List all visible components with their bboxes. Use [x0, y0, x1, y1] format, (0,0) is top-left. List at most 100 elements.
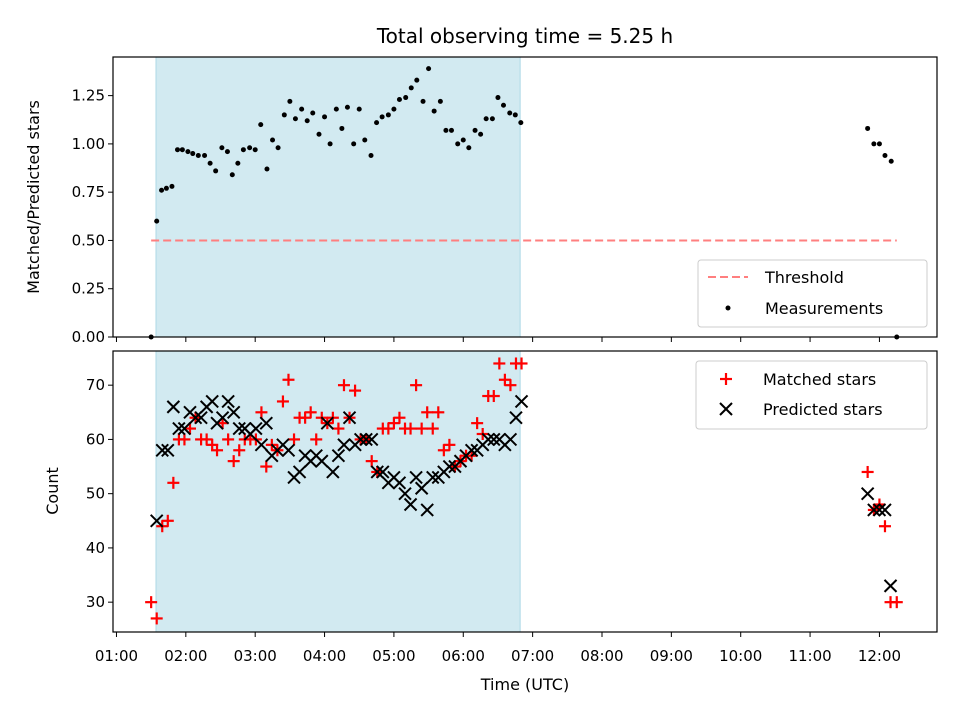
predicted-stars-point	[232, 421, 246, 436]
predicted-stars-point	[481, 432, 495, 447]
matched-stars-point	[861, 465, 874, 478]
predicted-stars-point	[420, 503, 434, 517]
measurement-point	[154, 218, 160, 224]
matched-stars-point	[337, 379, 350, 392]
predicted-stars-point	[249, 421, 263, 436]
predicted-marker-stroke	[226, 405, 241, 420]
matched-stars-point	[178, 433, 191, 446]
measurement-point	[478, 131, 484, 137]
measurement-point	[207, 160, 213, 166]
measurement-point	[396, 96, 402, 102]
measurement-point	[362, 137, 368, 143]
matched-stars-point	[200, 433, 213, 446]
predicted-stars-point	[172, 421, 186, 436]
measurement-point	[865, 125, 871, 131]
x-tick-label: 07:00	[511, 647, 554, 665]
bottom-legend-box	[695, 360, 928, 430]
predicted-stars-point	[353, 432, 368, 447]
predicted-stars-point	[514, 394, 529, 409]
predicted-stars-point	[320, 416, 335, 430]
measurement-point	[385, 112, 391, 118]
predicted-marker-stroke	[177, 421, 192, 436]
measurement-point	[316, 131, 322, 137]
measurement-point	[213, 168, 219, 174]
predicted-stars-point	[867, 503, 881, 517]
predicted-stars-point	[254, 438, 269, 452]
matched-stars-point	[471, 417, 484, 430]
matched-stars-point	[276, 395, 289, 408]
measurement-point	[518, 120, 524, 126]
measurement-point	[252, 147, 258, 153]
predicted-marker-stroke	[398, 486, 412, 501]
predicted-marker-stroke	[331, 448, 346, 463]
predicted-marker-stroke	[254, 438, 269, 452]
measurement-point	[304, 118, 310, 124]
measurement-point	[195, 152, 201, 158]
x-tick-label: 01:00	[95, 647, 138, 665]
matched-stars-point	[349, 384, 362, 397]
matched-stars-point	[404, 422, 417, 435]
predicted-marker-stroke	[392, 476, 407, 490]
measurement-point	[374, 120, 380, 126]
chart-title: Total observing time = 5.25 h	[376, 24, 673, 48]
predicted-stars-legend-swatch	[719, 402, 733, 416]
predicted-marker-stroke	[420, 503, 434, 517]
y-tick-label: 30	[86, 593, 105, 611]
measurement-point	[483, 116, 489, 122]
predicted-stars-point	[281, 443, 296, 457]
measurement-point	[448, 127, 454, 133]
predicted-stars-point	[392, 476, 407, 490]
measurement-point	[403, 95, 409, 101]
x-tick-label: 05:00	[372, 647, 415, 665]
measurement-point	[408, 85, 414, 91]
predicted-marker-stroke	[194, 411, 208, 425]
predicted-stars-series	[149, 394, 898, 593]
predicted-stars-point	[509, 411, 523, 425]
predicted-marker-stroke	[426, 470, 440, 485]
matched-stars-point	[222, 433, 235, 446]
measurement-point	[500, 102, 506, 108]
top-legend-box	[697, 259, 928, 328]
matched-stars-point	[299, 411, 312, 424]
top-panel-frame	[112, 56, 938, 338]
measurement-point	[391, 106, 397, 112]
predicted-stars-point	[878, 503, 892, 517]
predicted-marker-stroke	[403, 497, 418, 512]
predicted-marker-stroke	[414, 481, 429, 495]
top-y-axis-label: Matched/Predicted stars	[24, 100, 43, 294]
matched-stars-point	[304, 406, 317, 419]
x-tick-label: 09:00	[650, 647, 693, 665]
predicted-stars-point	[883, 579, 898, 593]
predicted-marker-stroke	[867, 503, 881, 517]
predicted-stars-point	[315, 454, 329, 468]
matched-stars-point	[443, 438, 456, 451]
threshold-legend-label: Threshold	[764, 268, 844, 287]
matched-stars-legend-label: Matched stars	[763, 370, 876, 389]
predicted-marker-stroke	[514, 394, 529, 409]
measurement-point	[299, 106, 305, 112]
matched-stars-point	[211, 444, 224, 457]
matched-stars-legend-swatch	[720, 373, 732, 385]
measurement-point	[420, 98, 426, 104]
predicted-marker-stroke	[376, 465, 390, 479]
matched-stars-point	[426, 422, 439, 435]
predicted-marker-stroke	[365, 432, 379, 447]
observing-span-shade	[155, 350, 521, 633]
predicted-stars-point	[464, 443, 479, 457]
measurement-point	[339, 125, 345, 131]
x-tick-label: 03:00	[234, 647, 277, 665]
matched-stars-point	[288, 433, 301, 446]
predicted-stars-point	[188, 411, 203, 425]
predicted-marker-stroke	[205, 394, 219, 409]
predicted-stars-point	[166, 400, 181, 414]
predicted-marker-stroke	[883, 579, 898, 593]
bottom-panel: 30 40 50 60 70 01:00 02:00 03:00 04:00 05:00 06:00…	[43, 350, 938, 665]
predicted-marker-stroke	[878, 503, 892, 517]
measurement-point	[190, 151, 196, 157]
y-tick-label: 0.75	[72, 183, 105, 201]
matched-stars-point	[145, 596, 158, 609]
predicted-marker-stroke	[292, 465, 307, 479]
x-axis-label: Time (UTC)	[480, 675, 569, 694]
measurement-point	[455, 141, 461, 147]
